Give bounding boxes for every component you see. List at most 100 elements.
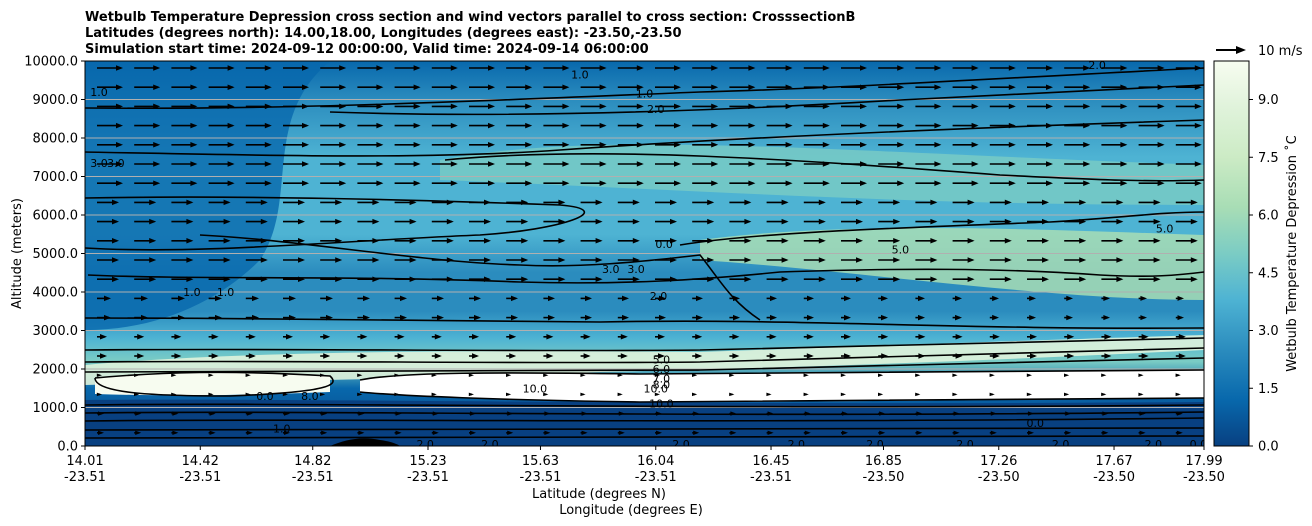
wind-vector [1138, 122, 1165, 129]
wind-vector [729, 430, 737, 435]
wind-vector [617, 430, 625, 435]
wind-vector [878, 314, 888, 321]
wind-vector [506, 199, 529, 206]
wind-vector [171, 353, 182, 359]
wind-vector [1027, 180, 1053, 186]
wind-vector [469, 295, 481, 302]
wind-vector [1175, 161, 1202, 167]
wind-vector [580, 353, 591, 359]
wind-vector [1027, 334, 1037, 340]
wind-vector [208, 430, 216, 435]
wind-vector [617, 84, 644, 90]
wind-vector [543, 334, 554, 340]
contour-label: 10.0 [643, 382, 668, 395]
wind-vector [1175, 199, 1198, 206]
wind-vector [989, 161, 1016, 167]
wind-vector [952, 103, 979, 110]
wind-vector [283, 314, 296, 321]
contour-line [85, 317, 1204, 330]
contour-label: 2.0 [647, 103, 665, 116]
wind-vector [766, 65, 793, 71]
wind-vector [841, 295, 851, 302]
wind-vector [208, 122, 235, 129]
wind-vector [320, 295, 333, 302]
wind-vector [245, 84, 272, 90]
wind-vector [431, 199, 454, 206]
wind-vector [543, 65, 570, 71]
contour-line [87, 268, 1204, 284]
wind-vector [952, 122, 979, 129]
wind-vector [245, 103, 272, 110]
wind-vector [97, 411, 104, 416]
colorbar-ticks: 0.0 1.5 3.0 4.5 6.0 7.5 9.0 [1249, 93, 1279, 455]
wind-vector [171, 142, 198, 148]
wind-vector [171, 392, 177, 397]
contour-labels: 1.01.02.02.01.03.0 3.03.0 3.02.01.0 1.00.0 5… [90, 61, 1208, 451]
wind-vector [245, 238, 268, 244]
wind-vector [1064, 276, 1087, 282]
wind-vector [245, 276, 268, 282]
wind-vector [208, 373, 214, 377]
terrain [330, 438, 400, 446]
wind-vector [766, 218, 789, 225]
wind-vector [97, 122, 123, 129]
wind-vector [692, 199, 715, 206]
contour-line [199, 234, 761, 321]
wind-vector [506, 314, 518, 321]
wind-vector [915, 199, 938, 206]
contour-line [94, 371, 334, 397]
wind-vector [1064, 257, 1087, 263]
wind-vector [394, 411, 402, 416]
wind-vector [1064, 142, 1091, 148]
wind-vector [469, 238, 491, 244]
wind-vector [729, 65, 756, 71]
plot-area: 1.01.02.02.01.03.0 3.03.0 3.02.01.0 1.00.0 5… [85, 61, 1208, 451]
wind-vector [729, 84, 756, 90]
wind-vector [952, 161, 979, 167]
wind-vector [543, 142, 570, 148]
contour-label: 0.0 [1190, 438, 1208, 451]
wind-vector [1064, 411, 1072, 416]
wind-vector [1138, 180, 1165, 186]
wind-vector [469, 180, 495, 186]
wind-vector [394, 334, 405, 340]
quiver-key-label: 10 m/s [1258, 44, 1303, 59]
wind-vector [394, 103, 421, 110]
contour-label: 7.0 [653, 373, 671, 386]
high-depression-left [95, 372, 330, 396]
wind-vector [1027, 430, 1034, 435]
wind-vector [1026, 373, 1032, 377]
wind-vector [208, 161, 235, 167]
wind-vector [97, 180, 123, 186]
contour-line [329, 84, 1204, 116]
wind-vector [915, 218, 938, 225]
wind-vector [357, 353, 368, 359]
contour-line [85, 196, 586, 251]
x-tick-label-lat: 16.04 [637, 454, 674, 469]
wind-vector [617, 103, 644, 110]
wind-vector [729, 122, 756, 129]
wind-vector [97, 276, 119, 282]
wind-vector [320, 199, 343, 206]
wind-vector [245, 353, 256, 359]
wind-vector [1027, 411, 1034, 416]
colorbar-tick-label: 6.0 [1258, 209, 1279, 224]
wind-vector [803, 103, 830, 110]
wind-vector [655, 122, 681, 129]
x-tick-label-lon: -23.51 [520, 470, 562, 485]
wind-vector [878, 180, 905, 186]
wind-vector [989, 314, 999, 321]
wind-vector [989, 84, 1016, 90]
contour-label: 10.0 [649, 398, 674, 411]
contour-label: 1.0 [90, 86, 108, 99]
wind-vectors [96, 65, 1202, 435]
wind-vector [878, 373, 884, 377]
wind-vector [283, 353, 293, 359]
wind-vector [952, 84, 979, 90]
wind-vector [97, 84, 123, 90]
wind-vector [134, 295, 148, 302]
wind-vector [1175, 430, 1183, 435]
wind-vector [617, 257, 640, 263]
wind-vector [841, 161, 867, 167]
dry-band-upper [440, 144, 1204, 205]
